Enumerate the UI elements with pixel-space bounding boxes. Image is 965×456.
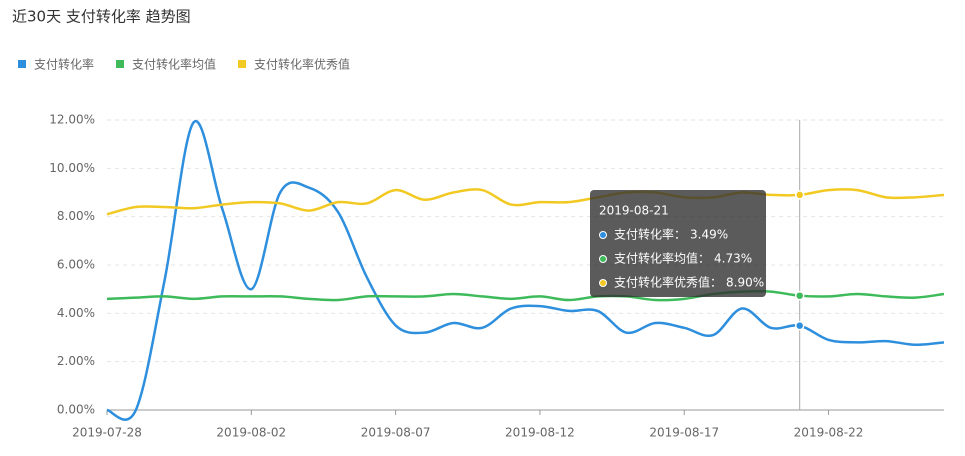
x-tick-label: 2019-08-12 xyxy=(505,426,575,440)
y-tick-label: 8.00% xyxy=(57,209,95,223)
tooltip-name: 支付转化率均值： xyxy=(614,251,710,266)
x-tick-label: 2019-08-07 xyxy=(361,426,431,440)
legend-swatch xyxy=(238,60,247,68)
series-line xyxy=(106,289,945,302)
tooltip-value: 8.90% xyxy=(726,276,764,290)
series-line xyxy=(106,119,945,421)
x-tick-label: 2019-08-22 xyxy=(794,426,864,440)
x-tick-label: 2019-08-17 xyxy=(649,426,719,440)
tooltip-value: 3.49% xyxy=(690,228,728,242)
legend-swatch xyxy=(116,60,125,68)
y-tick-label: 2.00% xyxy=(57,354,95,368)
tooltip-dot xyxy=(599,279,607,287)
hover-dot xyxy=(794,290,805,301)
y-tick-label: 12.00% xyxy=(49,113,95,127)
tooltip-dot xyxy=(599,255,607,263)
hover-dot xyxy=(794,320,805,331)
y-tick-label: 6.00% xyxy=(57,258,95,272)
chart-title: 近30天 支付转化率 趋势图 xyxy=(12,8,191,26)
x-tick-label: 2019-08-02 xyxy=(216,426,286,440)
legend-swatch xyxy=(18,60,26,68)
tooltip-dot xyxy=(599,231,607,239)
tooltip-name: 支付转化率优秀值： xyxy=(614,275,722,290)
series-line xyxy=(106,188,945,216)
legend-label: 支付转化率优秀值 xyxy=(254,57,350,72)
y-tick-label: 4.00% xyxy=(57,306,95,320)
x-tick-label: 2019-07-28 xyxy=(72,426,142,440)
legend-label: 支付转化率 xyxy=(34,57,94,72)
tooltip: 2019-08-21 支付转化率： 3.49% 支付转化率均值： 4.73% 支付转化率优… xyxy=(590,190,766,297)
tooltip-box xyxy=(590,190,766,297)
tooltip-name: 支付转化率： xyxy=(614,227,686,242)
tooltip-date: 2019-08-21 xyxy=(599,204,669,218)
y-tick-label: 10.00% xyxy=(49,161,95,175)
hover-dot xyxy=(794,190,805,200)
legend-label: 支付转化率均值 xyxy=(132,57,216,72)
tooltip-value: 4.73% xyxy=(714,252,752,266)
y-tick-label: 0.00% xyxy=(57,403,95,417)
